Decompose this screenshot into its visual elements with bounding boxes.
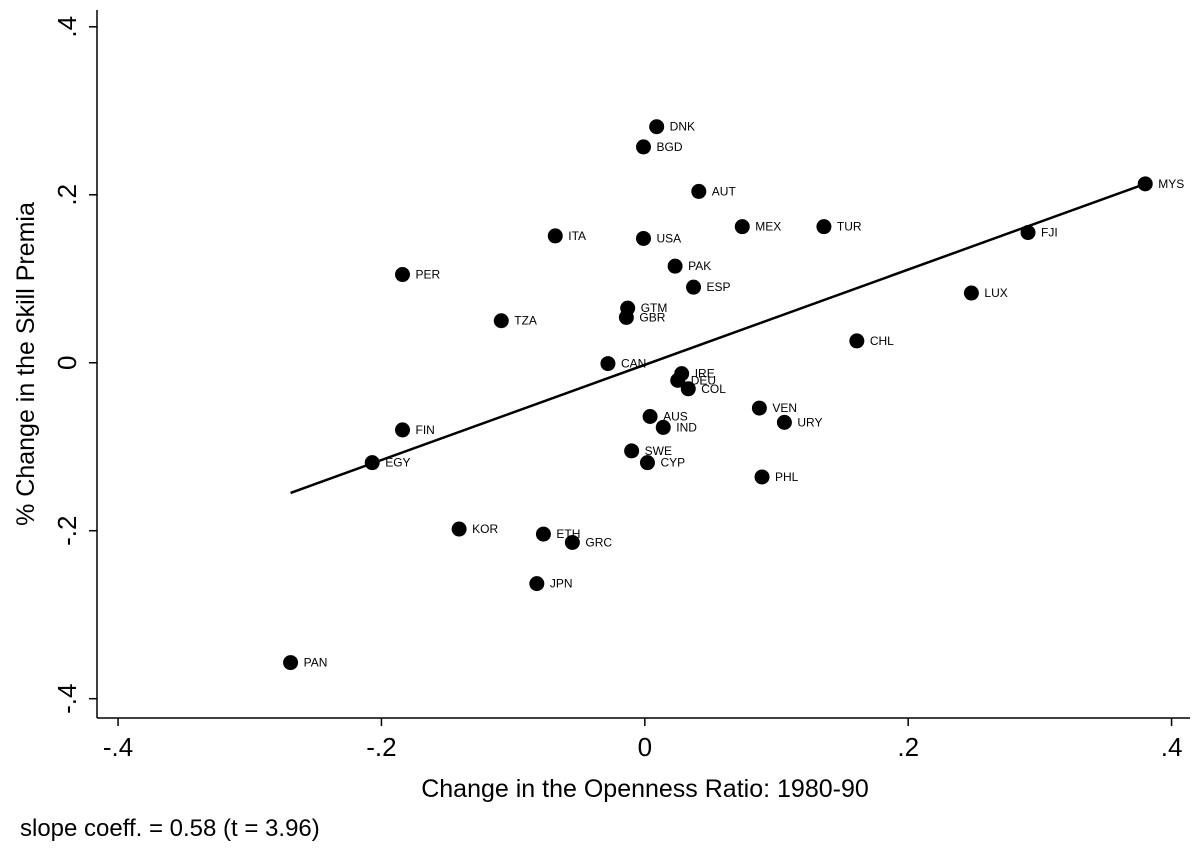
point-label: FJI bbox=[1041, 226, 1058, 240]
point bbox=[600, 356, 616, 372]
x-tick-label: -.2 bbox=[366, 732, 396, 762]
point-label: PER bbox=[416, 268, 441, 282]
fit-line bbox=[290, 182, 1146, 495]
point bbox=[529, 576, 545, 592]
point-label: CHL bbox=[870, 334, 894, 348]
x-axis-label: Change in the Openness Ratio: 1980-90 bbox=[421, 775, 869, 803]
point bbox=[564, 534, 580, 550]
point-label: AUS bbox=[663, 409, 688, 423]
point-label: ESP bbox=[707, 280, 731, 294]
point-label: CAN bbox=[621, 357, 646, 371]
point bbox=[649, 119, 665, 135]
point-label: GTM bbox=[641, 301, 668, 315]
point bbox=[667, 258, 683, 274]
point bbox=[618, 309, 634, 325]
point-label: BGD bbox=[657, 140, 683, 154]
point bbox=[1020, 225, 1036, 241]
point bbox=[636, 230, 651, 246]
point-label: AUT bbox=[712, 184, 737, 198]
point bbox=[395, 422, 411, 438]
x-tick-label: .4 bbox=[1161, 732, 1183, 762]
point-label: LUX bbox=[984, 286, 1007, 300]
point bbox=[754, 469, 770, 485]
point-label: CYP bbox=[660, 456, 685, 470]
point bbox=[776, 414, 792, 430]
point bbox=[1137, 176, 1153, 192]
point-label: PAN bbox=[304, 656, 328, 670]
point-label: GBR bbox=[639, 310, 665, 324]
point bbox=[655, 419, 671, 435]
y-axis-label: % Change in the Skill Premia bbox=[12, 202, 40, 526]
point-label: URY bbox=[797, 415, 822, 429]
y-tick-label: .4 bbox=[52, 16, 82, 38]
point bbox=[451, 521, 467, 537]
point bbox=[686, 279, 702, 295]
point-label: IRE bbox=[695, 367, 715, 381]
point bbox=[642, 408, 658, 424]
point-label: VEN bbox=[772, 401, 797, 415]
point bbox=[547, 228, 563, 244]
point-label: DNK bbox=[670, 120, 695, 134]
point-label: FIN bbox=[416, 423, 435, 437]
y-tick-label: .2 bbox=[52, 184, 82, 206]
x-tick-label: 0 bbox=[638, 732, 652, 762]
point bbox=[734, 219, 750, 235]
point-label: USA bbox=[657, 231, 682, 245]
point bbox=[670, 372, 686, 388]
point bbox=[849, 333, 865, 349]
point-label: PHL bbox=[775, 470, 799, 484]
point-label: KOR bbox=[472, 522, 498, 536]
point-label: TUR bbox=[837, 220, 862, 234]
y-tick-label: -.2 bbox=[52, 516, 82, 546]
point-label: ITA bbox=[568, 229, 586, 243]
point bbox=[639, 455, 655, 471]
point-label: MEX bbox=[755, 220, 781, 234]
point-label: MYS bbox=[1158, 177, 1184, 191]
point-label: JPN bbox=[550, 577, 573, 591]
point-label: TZA bbox=[514, 314, 537, 328]
point bbox=[624, 443, 640, 459]
point bbox=[751, 400, 767, 416]
point-label: GRC bbox=[585, 535, 612, 549]
point-label: PAK bbox=[688, 259, 711, 273]
point bbox=[816, 219, 832, 235]
x-tick-label: -.4 bbox=[103, 732, 133, 762]
point-label: COL bbox=[701, 382, 726, 396]
point bbox=[535, 526, 551, 542]
y-tick-label: -.4 bbox=[52, 684, 82, 714]
x-tick-label: .2 bbox=[897, 732, 919, 762]
y-tick-label: 0 bbox=[52, 356, 82, 370]
point bbox=[395, 267, 411, 283]
point bbox=[493, 313, 509, 329]
point bbox=[636, 139, 651, 155]
point bbox=[364, 455, 380, 471]
point-label: SWE bbox=[645, 444, 672, 458]
point-label: DEU bbox=[691, 373, 716, 387]
note: slope coeff. = 0.58 (t = 3.96) bbox=[20, 815, 320, 842]
point-label: EGY bbox=[385, 456, 410, 470]
point bbox=[691, 183, 707, 199]
point bbox=[283, 655, 299, 671]
point-label: IND bbox=[676, 420, 697, 434]
point bbox=[963, 285, 979, 301]
point bbox=[680, 381, 696, 397]
